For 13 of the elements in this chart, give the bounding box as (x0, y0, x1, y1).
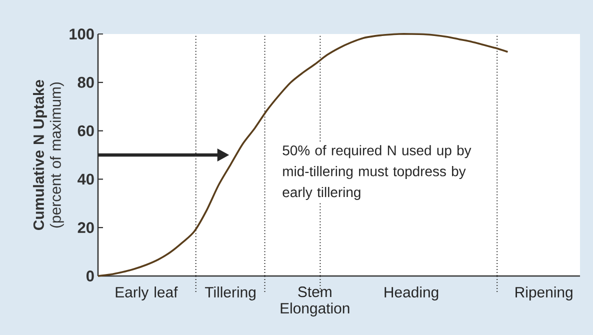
y-tick-label: 0 (86, 270, 94, 282)
annotation: 50% of required N used up by mid-tillering must topdress by early tillering (282, 145, 472, 200)
y-tick-label: 80 (78, 76, 94, 88)
x-tick-label: Early leaf (116, 286, 178, 300)
y-axis-title: Cumulative N Uptake (percent of maximum) (33, 80, 64, 230)
y-tick-label: 100 (70, 28, 94, 40)
x-tick-label: Stem Elongation (280, 286, 350, 316)
y-tick-label: 20 (78, 222, 94, 234)
x-tick-label: Ripening (516, 286, 572, 300)
y-tick-label: 60 (78, 125, 94, 136)
x-tick-label: Heading (384, 286, 438, 300)
y-tick-label: 40 (78, 174, 94, 185)
x-tick-label: Tillering (204, 286, 256, 300)
